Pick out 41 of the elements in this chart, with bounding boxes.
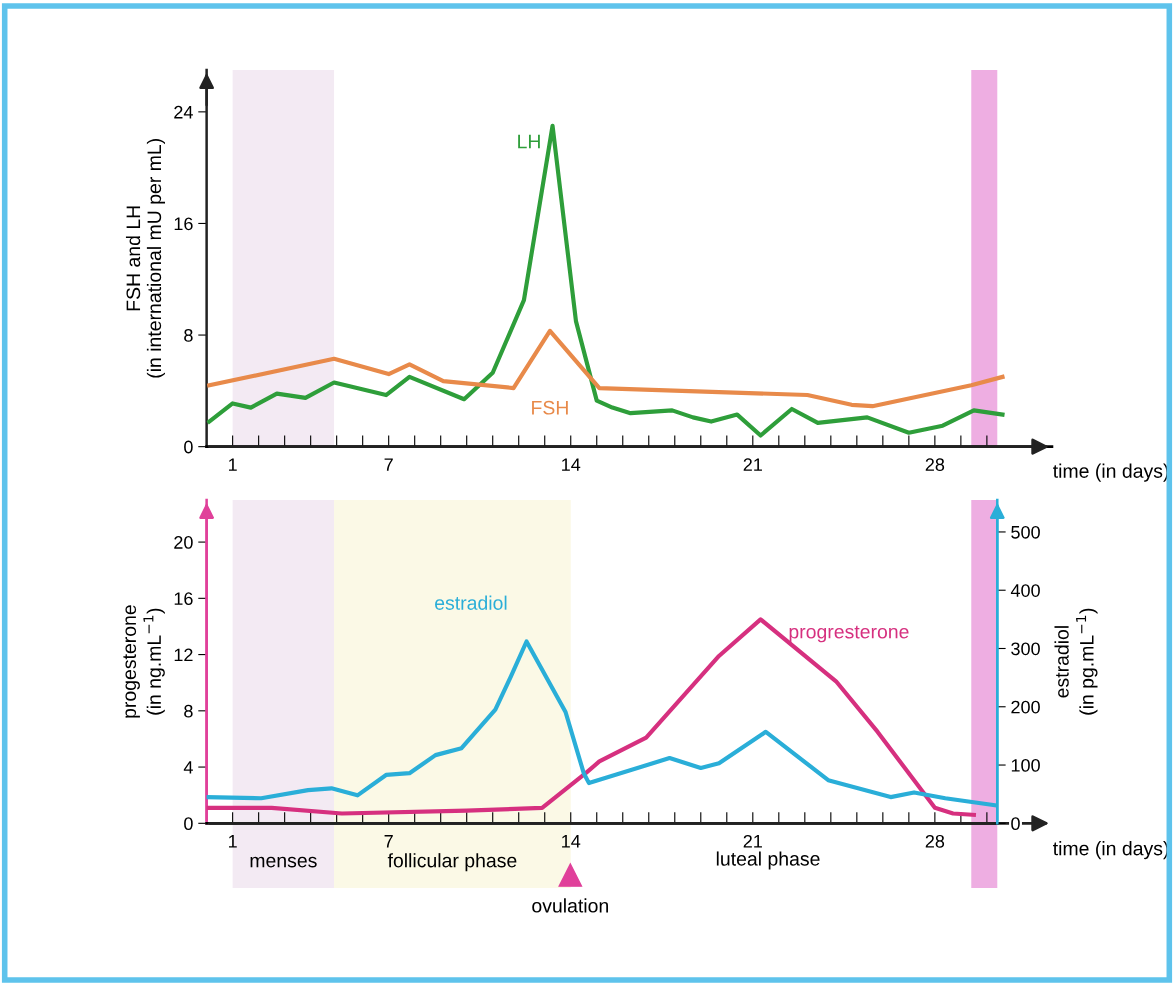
y2-tick-label: 0 (1011, 817, 1020, 831)
y-tick-label: 20 (174, 536, 193, 549)
y-tick-label: 16 (174, 592, 193, 606)
y-tick-label: 12 (174, 648, 193, 662)
y-tick-label: 16 (174, 217, 193, 231)
y-tick-label: 8 (184, 328, 193, 342)
x-tick-label: 14 (562, 458, 581, 471)
y2-tick-label: 300 (1011, 642, 1040, 656)
x-tick-label: 28 (925, 458, 945, 472)
line-series (206, 617, 976, 817)
x-tick-label: 28 (925, 834, 945, 848)
text: ovulation (532, 898, 608, 913)
y-tick-label: 24 (174, 105, 193, 119)
y2-tick-label: 200 (1011, 700, 1040, 714)
series-label: progresterone (789, 625, 909, 643)
y-tick-label: 0 (184, 817, 193, 831)
text: luteal phase (716, 851, 820, 870)
series-label: FSH (532, 400, 568, 415)
y-axis-title: FSH and LH (in international mU per mL) (125, 139, 166, 378)
y2-tick-label: 100 (1011, 758, 1040, 772)
x-tick-label: 7 (384, 835, 393, 848)
band-label: menses (250, 856, 317, 868)
series-label: LH (518, 134, 540, 149)
y-tick-label: 4 (183, 761, 193, 774)
y2-tick-label: 400 (1010, 584, 1040, 597)
y2-axis-title: estradiol (in pg.mL$^{−1}$) (1054, 608, 1098, 715)
y-tick-label: 0 (184, 440, 193, 454)
y-tick-label: 8 (184, 704, 193, 718)
band-label: follicular phase (387, 853, 517, 872)
series-label: estradiol (435, 595, 507, 610)
y-axis-title: progesterone (in ng.mL$^{−1}$) (123, 605, 165, 718)
x-axis-title: time (in days) (1053, 463, 1169, 482)
x-tick-label: 21 (743, 834, 762, 848)
x-tick-label: 14 (562, 835, 581, 848)
y2-tick-label: 500 (1011, 525, 1040, 539)
x-tick-label: 1 (228, 835, 237, 848)
x-tick-label: 7 (384, 458, 393, 471)
x-axis-title: time (in days) (1053, 841, 1169, 860)
x-tick-label: 21 (743, 458, 762, 471)
x-tick-label: 1 (228, 458, 237, 471)
line-series (207, 123, 1005, 438)
